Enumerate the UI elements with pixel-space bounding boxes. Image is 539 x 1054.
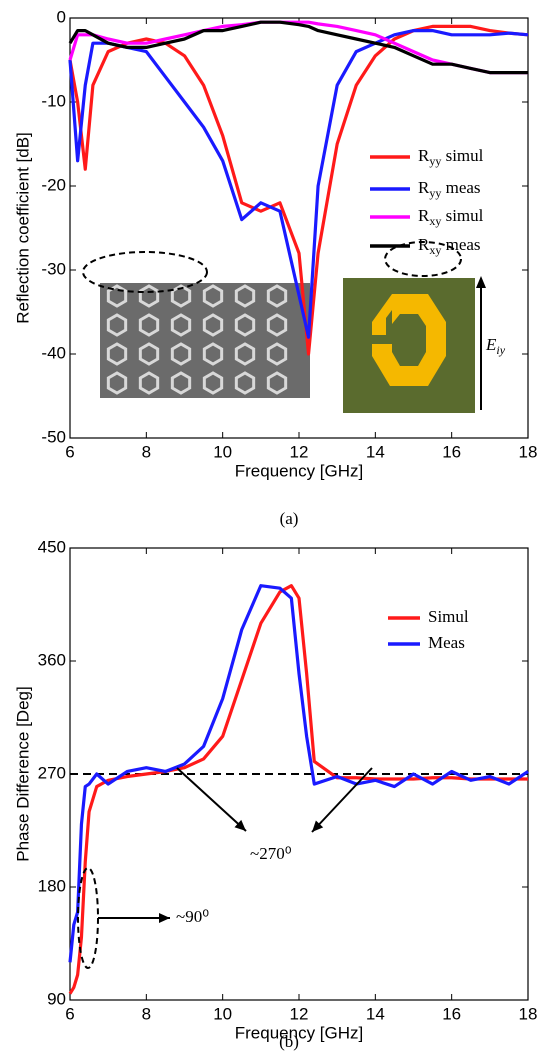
x-tick-label: 18 xyxy=(519,442,538,461)
y-tick-label: -20 xyxy=(41,175,66,194)
x-tick-label: 12 xyxy=(290,442,309,461)
series-line xyxy=(68,24,529,356)
legend-label: Ryy meas xyxy=(418,178,481,200)
annotation-arrow xyxy=(311,767,373,833)
insets xyxy=(100,276,486,413)
hexagon xyxy=(266,371,288,395)
y-tick-label: 180 xyxy=(38,876,66,895)
hexagon xyxy=(138,342,160,366)
hexagon xyxy=(234,371,256,395)
x-axis-label: Frequency [GHz] xyxy=(235,1023,364,1042)
y-tick-label: 270 xyxy=(38,763,66,782)
hexagon xyxy=(202,313,224,337)
legend-label: Meas xyxy=(428,633,465,652)
hexagon xyxy=(266,342,288,366)
hexagon xyxy=(170,284,192,308)
hexagon xyxy=(266,313,288,337)
x-tick-label: 16 xyxy=(442,442,461,461)
x-tick-label: 8 xyxy=(142,442,151,461)
annotation-arrowhead xyxy=(234,819,246,831)
hexagon xyxy=(170,371,192,395)
x-tick-label: 14 xyxy=(366,442,385,461)
y-tick-label: 360 xyxy=(38,650,66,669)
annotation: ~270⁰ xyxy=(250,844,292,863)
legend-label: Simul xyxy=(428,607,469,626)
x-tick-label: 6 xyxy=(65,1004,74,1023)
x-tick-label: 12 xyxy=(290,1004,309,1023)
hexagon xyxy=(106,284,128,308)
series-line xyxy=(68,584,528,995)
x-tick-label: 16 xyxy=(442,1004,461,1023)
y-tick-label: -10 xyxy=(41,91,66,110)
chart: 90 180 270 360 450 6 8 10 12 14 16 18 Frequency [GHz… xyxy=(13,241,538,1051)
hexagon xyxy=(106,371,128,395)
hexagon xyxy=(106,342,128,366)
y-tick-label: 90 xyxy=(47,989,66,1008)
annotation-arrow xyxy=(176,767,247,832)
y-tick-label: 0 xyxy=(57,7,66,26)
hexagon xyxy=(234,284,256,308)
annotation-arrowhead xyxy=(159,913,170,923)
legend-label: Ryy simul xyxy=(418,146,484,168)
x-tick-label: 14 xyxy=(366,1004,385,1023)
y-axis-label: Reflection coefficient [dB] xyxy=(13,132,32,324)
hexagon xyxy=(170,313,192,337)
hexagon xyxy=(234,313,256,337)
y-axis-label: Phase Difference [Deg] xyxy=(13,686,32,861)
unit-cell-shape xyxy=(372,294,446,386)
y-tick-label: -40 xyxy=(41,343,66,362)
hexagon xyxy=(202,342,224,366)
caption: (a) xyxy=(280,509,299,528)
y-tick-label: 450 xyxy=(38,537,66,556)
hexagon xyxy=(138,313,160,337)
field-arrow-head xyxy=(476,276,486,288)
x-tick-label: 10 xyxy=(213,442,232,461)
field-label: Eiy xyxy=(485,335,506,357)
annotation-ellipse xyxy=(82,251,208,293)
annotation: ~90⁰ xyxy=(176,907,209,926)
hexagon xyxy=(170,342,192,366)
hexagon-array xyxy=(106,284,288,395)
hexagon xyxy=(202,371,224,395)
legend-label: Rxy meas xyxy=(418,235,481,257)
x-tick-label: 8 xyxy=(142,1004,151,1023)
x-tick-label: 18 xyxy=(519,1004,538,1023)
x-axis-label: Frequency [GHz] xyxy=(235,461,364,480)
hexagon xyxy=(234,342,256,366)
series-line xyxy=(68,584,529,963)
caption: (b) xyxy=(279,1032,299,1051)
legend-label: Rxy simul xyxy=(418,206,484,228)
annotation-arrowhead xyxy=(312,820,324,832)
hexagon xyxy=(266,284,288,308)
hexagon xyxy=(138,371,160,395)
chart: 0 -10 -20 -30 -40 -506 8 10 12 14 16 18 Frequency [G… xyxy=(13,7,537,527)
series-line xyxy=(68,20,528,75)
annotation-ellipse xyxy=(384,241,462,277)
x-tick-label: 10 xyxy=(213,1004,232,1023)
hexagon xyxy=(106,313,128,337)
x-tick-label: 6 xyxy=(65,442,74,461)
y-tick-label: -50 xyxy=(41,427,66,446)
hexagon xyxy=(202,284,224,308)
y-tick-label: -30 xyxy=(41,259,66,278)
